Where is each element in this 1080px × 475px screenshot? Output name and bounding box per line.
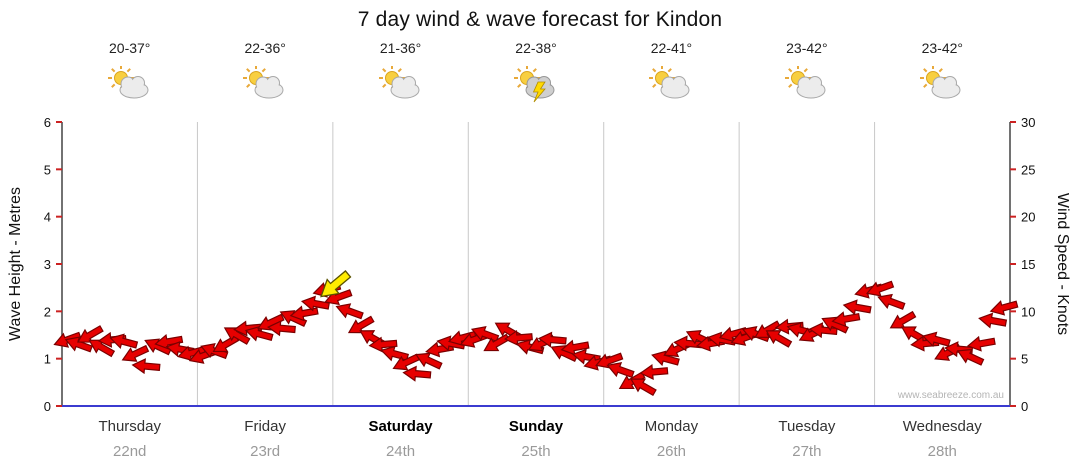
day-date: 25th: [521, 443, 551, 460]
day-temp-range: 23-42°: [786, 40, 828, 56]
wind-arrow: [88, 339, 116, 358]
left-axis-tick-label: 6: [44, 115, 51, 130]
sun-cloud-icon: [107, 65, 152, 106]
wind-arrow: [154, 333, 184, 350]
day-label: Wednesday: [902, 418, 982, 435]
right-axis-tick-label: 5: [1021, 352, 1028, 367]
wind-arrow: [392, 353, 421, 371]
wind-arrow: [233, 320, 263, 337]
wind-arrow: [989, 300, 1019, 316]
wind-arrow: [754, 320, 781, 338]
chart-title: 7 day wind & wave forecast for Kindon: [357, 8, 723, 31]
day-temp-range: 20-37°: [109, 40, 151, 56]
wind-arrow: [537, 331, 567, 348]
wind-arrow: [560, 339, 590, 356]
day-label: Saturday: [368, 418, 433, 435]
day-temp-range: 23-42°: [921, 40, 963, 56]
left-axis-tick-label: 1: [44, 352, 51, 367]
wind-arrow: [131, 358, 161, 375]
highlight-wind-arrow: [320, 270, 352, 298]
wind-arrow: [956, 348, 985, 366]
wind-arrow: [223, 327, 251, 345]
wind-arrow: [978, 312, 1008, 329]
thunderstorm-icon: [514, 65, 558, 106]
sun-cloud-icon: [649, 65, 693, 106]
wind-arrow: [630, 378, 657, 397]
left-axis-tick-label: 3: [44, 257, 51, 272]
watermark: www.seabreeze.com.au: [897, 390, 1004, 401]
wind-arrow: [966, 335, 996, 352]
wind-arrow: [289, 305, 319, 322]
wind-arrow: [121, 344, 150, 362]
wind-arrow: [470, 326, 500, 343]
day-label: Tuesday: [778, 418, 836, 435]
wind-arrow: [324, 289, 353, 306]
wind-arrow: [831, 311, 861, 328]
wind-arrow: [483, 333, 511, 352]
day-date: 28th: [927, 443, 957, 460]
wind-arrow: [402, 365, 432, 382]
wind-arrow: [718, 326, 748, 343]
day-temp-range: 22-38°: [515, 40, 557, 56]
wind-arrow: [109, 333, 139, 350]
wind-arrow: [266, 320, 296, 337]
sun-cloud-icon: [920, 65, 964, 106]
wind-arrow: [368, 336, 398, 353]
sun-cloud-icon: [784, 65, 829, 106]
wind-arrow: [503, 329, 533, 346]
day-date: 24th: [385, 443, 416, 460]
wind-arrow: [651, 350, 680, 367]
left-axis-tick-label: 2: [44, 304, 51, 319]
wind-arrow: [842, 299, 872, 316]
left-axis-tick-label: 5: [44, 162, 51, 177]
left-axis-tick-label: 0: [44, 399, 51, 414]
day-temp-range: 22-41°: [650, 40, 693, 56]
right-axis-tick-label: 0: [1021, 399, 1028, 414]
right-axis-tick-label: 25: [1021, 162, 1035, 177]
day-date: 26th: [656, 443, 687, 460]
wind-arrow: [921, 331, 951, 348]
wind-arrow: [606, 361, 635, 379]
day-label: Monday: [644, 418, 699, 435]
sun-cloud-icon: [378, 65, 423, 106]
wind-arrow: [244, 325, 274, 342]
right-axis-tick-label: 15: [1021, 257, 1035, 272]
day-date: 22nd: [113, 443, 147, 460]
wind-arrow: [335, 303, 364, 320]
wind-arrow: [889, 310, 917, 329]
day-label: Sunday: [508, 418, 564, 435]
day-label: Thursday: [98, 418, 161, 435]
left-axis-tick-label: 4: [44, 210, 51, 225]
day-date: 23rd: [250, 443, 281, 460]
right-axis-tick-label: 10: [1021, 304, 1035, 319]
wind-arrow: [64, 336, 93, 353]
wind-arrow: [639, 364, 669, 381]
wind-arrow: [415, 352, 443, 370]
wind-arrow: [77, 325, 104, 343]
wind-arrow: [877, 293, 906, 310]
wind-arrow: [347, 315, 375, 334]
day-label: Friday: [244, 418, 286, 435]
wind-arrow: [865, 280, 895, 297]
sun-cloud-icon: [243, 65, 287, 106]
day-temp-range: 22-36°: [244, 40, 286, 56]
day-temp-range: 21-36°: [379, 40, 422, 56]
day-date: 27th: [792, 443, 822, 460]
right-axis-tick-label: 20: [1021, 210, 1035, 225]
wind-arrow: [765, 330, 793, 348]
right-axis-tick-label: 30: [1021, 115, 1035, 130]
